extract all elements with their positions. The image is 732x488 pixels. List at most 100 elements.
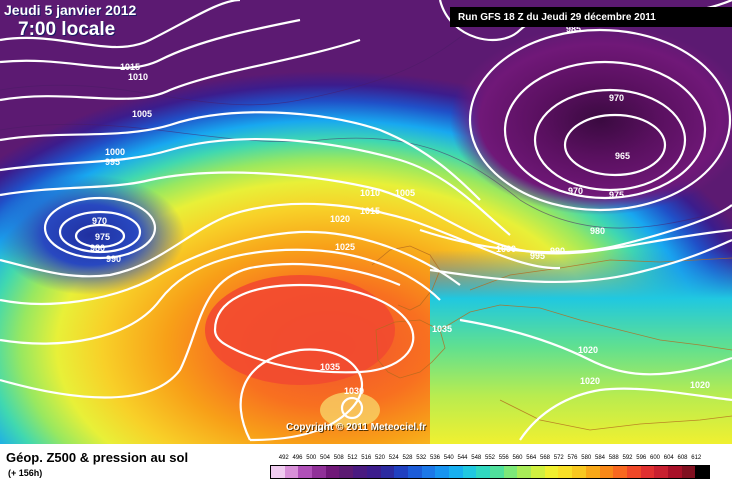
isobar-label-group: 1015 1010 1005 1000 995 970 975 980 990 … [90,24,710,396]
legend-tick: 596 [636,455,647,461]
legend-swatch [613,466,627,478]
legend-swatch [490,466,504,478]
legend-swatch [366,466,381,478]
legend-tick-labels: 492 496 500 504 508 512 516 520 524 528 532 536 540 5… [270,455,710,463]
isobar-label: 1000 [105,147,125,157]
legend-swatch [339,466,354,478]
legend-swatch [667,466,682,478]
legend-tick: 580 [581,455,592,461]
isobar-label: 1015 [120,62,140,72]
isobar-label: 1020 [690,380,710,390]
isobar-label: 970 [92,216,107,226]
legend-tick: 532 [416,455,427,461]
isobar-label: 965 [615,151,630,161]
legend-tick: 564 [526,455,537,461]
legend-tick: 500 [306,455,317,461]
legend-tick: 520 [374,455,386,461]
legend-swatch [531,466,545,478]
legend-tick: 600 [649,455,661,461]
legend-tick: 576 [567,455,578,461]
isobar-label: 1030 [344,386,364,396]
legend-swatch [503,466,518,478]
legend-tick: 612 [691,455,702,461]
isobar-label: 1000 [496,244,516,254]
legend-swatch [298,466,313,478]
forecast-date: Jeudi 5 janvier 2012 [4,2,137,18]
legend-tick: 536 [429,455,441,461]
isobar-label: 980 [90,243,105,253]
legend-swatch [626,466,641,478]
legend-swatch [544,466,559,478]
legend-tick: 552 [484,455,496,461]
model-run-label: Run GFS 18 Z du Jeudi 29 décembre 2011 [450,7,732,27]
legend-tick: 512 [347,455,358,461]
legend-swatch [599,466,614,478]
legend-tick: 540 [443,455,454,461]
legend-swatch [312,466,326,478]
forecast-time: 7:00 locale [18,19,116,40]
isobar-label: 985 [566,24,581,34]
legend-tick: 516 [361,455,372,461]
isobar-label: 975 [95,232,110,242]
copyright-text: Copyright © 2011 Meteociel.fr [286,422,427,433]
legend-swatch [681,466,696,478]
isobar-label: 990 [550,246,565,256]
legend-swatch [394,466,408,478]
isobar-label: 1020 [330,214,350,224]
legend-swatch [271,466,285,478]
legend-swatch [448,466,463,478]
legend-tick: 560 [512,455,523,461]
legend-tick: 496 [292,455,303,461]
isobar-label: 1010 [128,72,148,82]
isobar-label: 1020 [578,345,598,355]
legend-swatch [380,466,395,478]
isobar-label: 1025 [335,242,355,252]
legend-swatch [325,466,340,478]
legend-tick: 592 [622,455,633,461]
legend-tick: 548 [471,455,482,461]
legend-swatch [284,466,299,478]
isobar-label: 980 [590,226,605,236]
map-title: Géop. Z500 & pression au sol [6,450,189,465]
isobar-label: 1035 [432,324,452,334]
legend-swatch [476,466,490,478]
legend-swatch [640,466,655,478]
isobar-label: 990 [106,254,121,264]
isobar-label: 995 [105,157,120,167]
forecast-lead-time: (+ 156h) [8,468,43,478]
isobar-label: 975 [609,190,624,200]
legend-tick: 572 [553,455,564,461]
geopotential-field: 1015 1010 1005 1000 995 970 975 980 990 … [0,0,732,444]
isobar-label: 1035 [320,362,340,372]
legend-swatch [695,466,709,478]
legend-tick: 588 [608,455,619,461]
legend-swatch [585,466,600,478]
isobar-label: 1005 [395,188,415,198]
legend-swatch [462,466,477,478]
legend-swatch [435,466,449,478]
legend-tick: 556 [498,455,509,461]
isobar-label: 1020 [580,376,600,386]
isobar-label: 970 [568,186,583,196]
color-scale-bar [270,465,710,479]
legend-swatch [572,466,586,478]
legend-swatch [558,466,573,478]
legend-tick: 524 [388,455,399,461]
isobar-label: 995 [530,251,545,261]
legend-tick: 604 [663,455,674,461]
legend-tick: 584 [594,455,606,461]
legend-tick: 528 [402,455,413,461]
isobar-label: 1010 [360,188,380,198]
legend-footer: Géop. Z500 & pression au sol (+ 156h) 49… [0,444,732,488]
legend-tick: 608 [677,455,688,461]
legend-swatch [353,466,367,478]
isobar-label: 1005 [132,109,152,119]
legend-tick: 544 [457,455,468,461]
legend-tick: 508 [333,455,344,461]
legend-swatch [407,466,422,478]
legend-tick: 504 [319,455,331,461]
isobar-label: 970 [609,93,624,103]
legend-tick: 568 [539,455,551,461]
legend-swatch [517,466,532,478]
isobar-label: 1015 [360,206,380,216]
